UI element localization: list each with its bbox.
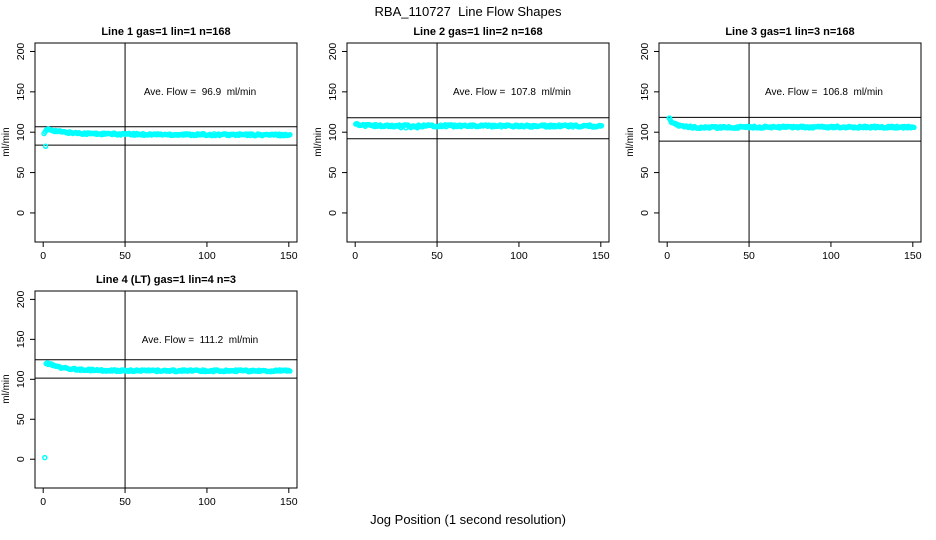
- plot-box: [658, 42, 922, 243]
- x-tick-label: 0: [40, 250, 46, 262]
- x-tick-label: 50: [119, 496, 131, 508]
- x-tick-label: 50: [431, 250, 443, 262]
- outlier-data-point: [42, 454, 48, 461]
- flow-data-point: [911, 124, 917, 131]
- y-tick-label: 50: [15, 413, 27, 425]
- y-axis-label-line2: ml/min: [313, 127, 324, 157]
- x-tick-label: 100: [198, 250, 216, 262]
- y-tick-label: 100: [639, 123, 651, 141]
- flow-data-point: [598, 122, 605, 129]
- x-tick-label: 100: [822, 250, 840, 262]
- y-tick-label: 0: [327, 210, 339, 216]
- panel-title-line1: Line 1 gas=1 lin=1 n=168: [101, 26, 231, 38]
- y-tick-label: 200: [327, 43, 339, 61]
- ave-flow-annotation-line2: Ave. Flow = 107.8 ml/min: [453, 87, 571, 98]
- outlier-data-point: [403, 125, 409, 131]
- x-tick-label: 0: [664, 250, 670, 262]
- flow-data-point: [287, 131, 293, 138]
- y-tick-label: 200: [15, 290, 27, 308]
- y-tick-label: 200: [639, 43, 651, 61]
- outlier-data-point: [666, 115, 673, 121]
- y-tick-label: 150: [15, 83, 27, 101]
- x-tick-label: 0: [352, 250, 358, 262]
- y-axis-label-line4: ml/min: [1, 374, 12, 404]
- x-tick-label: 100: [510, 250, 528, 262]
- panel-title-line2: Line 2 gas=1 lin=2 n=168: [413, 26, 543, 38]
- y-tick-label: 200: [15, 43, 27, 61]
- plot-box: [34, 290, 298, 489]
- y-tick-label: 150: [327, 83, 339, 101]
- x-tick-label: 100: [198, 496, 216, 508]
- y-tick-label: 100: [327, 123, 339, 141]
- x-axis-label: Jog Position (1 second resolution): [370, 512, 566, 527]
- plot-box: [346, 42, 610, 243]
- x-tick-label: 50: [119, 250, 131, 262]
- y-tick-label: 50: [639, 167, 651, 179]
- y-axis-label-line3: ml/min: [625, 127, 636, 157]
- figure-title: RBA_110727 Line Flow Shapes: [374, 4, 562, 19]
- y-tick-label: 150: [639, 83, 651, 101]
- flow-data-point: [287, 368, 293, 374]
- outlier-data-point: [408, 124, 414, 131]
- y-tick-label: 100: [15, 123, 27, 141]
- ave-flow-annotation-line3: Ave. Flow = 106.8 ml/min: [765, 87, 883, 98]
- y-axis-label-line1: ml/min: [1, 127, 12, 157]
- y-tick-label: 50: [327, 167, 339, 179]
- panel-title-line4: Line 4 (LT) gas=1 lin=4 n=3: [95, 274, 237, 286]
- panel-title-line3: Line 3 gas=1 lin=3 n=168: [725, 26, 855, 38]
- outlier-data-point: [42, 143, 49, 150]
- y-tick-label: 150: [15, 330, 27, 348]
- y-tick-label: 0: [15, 456, 27, 462]
- outlier-data-point: [398, 124, 404, 131]
- x-tick-label: 150: [904, 250, 922, 262]
- ave-flow-annotation-line4: Ave. Flow = 111.2 ml/min: [141, 335, 259, 346]
- ave-flow-annotation-line1: Ave. Flow = 96.9 ml/min: [143, 87, 257, 98]
- x-tick-label: 0: [40, 496, 46, 508]
- x-tick-label: 150: [592, 250, 610, 262]
- y-tick-label: 0: [15, 210, 27, 216]
- y-tick-label: 0: [639, 210, 651, 216]
- plot-box: [34, 42, 298, 243]
- x-tick-label: 150: [280, 250, 298, 262]
- y-tick-label: 50: [15, 167, 27, 179]
- y-tick-label: 100: [15, 370, 27, 388]
- x-tick-label: 50: [743, 250, 755, 262]
- x-tick-label: 150: [280, 496, 298, 508]
- outlier-data-point: [414, 125, 421, 131]
